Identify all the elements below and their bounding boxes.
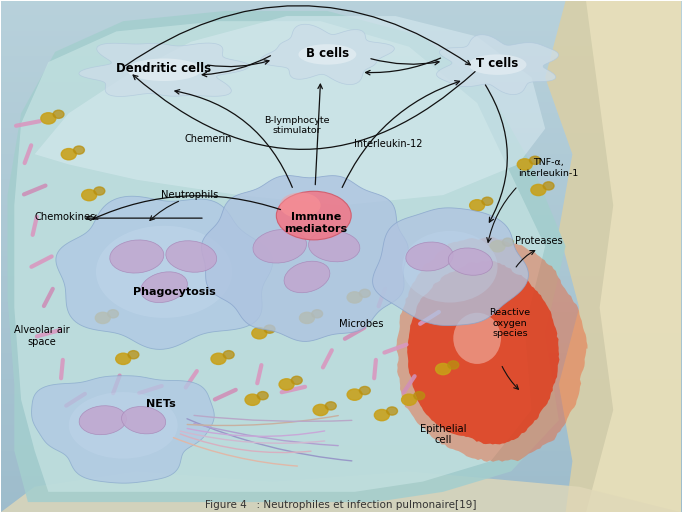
Ellipse shape — [448, 248, 492, 275]
Ellipse shape — [127, 58, 201, 81]
Polygon shape — [31, 376, 214, 483]
Text: Figure 4   : Neutrophiles et infection pulmonaire[19]: Figure 4 : Neutrophiles et infection pul… — [205, 501, 477, 510]
Circle shape — [211, 353, 226, 364]
Text: Interleukin-12: Interleukin-12 — [355, 139, 423, 149]
Text: Neutrophils: Neutrophils — [161, 190, 219, 200]
Text: Epithelial
cell: Epithelial cell — [420, 424, 466, 445]
Circle shape — [359, 386, 370, 394]
Circle shape — [387, 407, 398, 415]
Text: Alveolar air
space: Alveolar air space — [14, 325, 70, 347]
Circle shape — [116, 353, 131, 364]
Polygon shape — [8, 11, 565, 502]
Ellipse shape — [276, 191, 351, 240]
Text: Immune
mediators: Immune mediators — [284, 212, 347, 233]
Polygon shape — [1, 471, 681, 512]
Polygon shape — [79, 43, 249, 96]
Circle shape — [517, 159, 532, 170]
Circle shape — [531, 184, 546, 195]
Circle shape — [74, 146, 85, 154]
Circle shape — [264, 325, 275, 333]
Text: T cells: T cells — [477, 56, 519, 70]
Text: Dendritic cells: Dendritic cells — [117, 62, 211, 75]
Polygon shape — [396, 236, 587, 462]
Circle shape — [299, 312, 314, 324]
Text: Chemerin: Chemerin — [185, 134, 232, 144]
Text: Phagocytosis: Phagocytosis — [133, 287, 216, 298]
Circle shape — [402, 394, 417, 405]
Circle shape — [257, 391, 268, 400]
Circle shape — [374, 409, 389, 421]
Ellipse shape — [406, 242, 453, 271]
Circle shape — [61, 149, 76, 160]
Circle shape — [448, 361, 459, 369]
Circle shape — [252, 328, 267, 339]
Circle shape — [82, 189, 97, 201]
Polygon shape — [261, 24, 394, 85]
Ellipse shape — [166, 241, 217, 272]
Circle shape — [325, 402, 336, 410]
Circle shape — [347, 292, 362, 303]
Circle shape — [223, 351, 234, 359]
Polygon shape — [56, 196, 273, 349]
Text: NETs: NETs — [146, 399, 175, 409]
Circle shape — [41, 113, 56, 124]
Polygon shape — [407, 261, 559, 444]
Circle shape — [503, 238, 513, 246]
Ellipse shape — [280, 192, 321, 218]
Circle shape — [291, 376, 302, 384]
Ellipse shape — [402, 231, 498, 303]
Circle shape — [347, 389, 362, 400]
Circle shape — [482, 197, 493, 205]
Ellipse shape — [469, 54, 527, 75]
Text: B-lymphocyte
stimulator: B-lymphocyte stimulator — [264, 116, 329, 135]
Text: Microbes: Microbes — [339, 319, 384, 329]
Circle shape — [359, 289, 370, 298]
Ellipse shape — [299, 44, 356, 65]
Circle shape — [128, 351, 139, 359]
Circle shape — [94, 187, 105, 195]
Ellipse shape — [79, 406, 126, 435]
Circle shape — [279, 379, 294, 390]
Ellipse shape — [110, 240, 164, 273]
Polygon shape — [201, 175, 409, 342]
Ellipse shape — [96, 226, 232, 318]
Circle shape — [436, 363, 451, 374]
Circle shape — [95, 312, 110, 324]
Circle shape — [245, 394, 260, 405]
Circle shape — [414, 391, 425, 400]
Polygon shape — [35, 16, 545, 205]
Circle shape — [312, 310, 323, 318]
Circle shape — [53, 110, 64, 119]
Ellipse shape — [284, 261, 330, 293]
Polygon shape — [14, 21, 545, 492]
Circle shape — [108, 310, 119, 318]
Text: Proteases: Proteases — [514, 236, 562, 246]
Ellipse shape — [253, 229, 306, 263]
Polygon shape — [586, 1, 681, 512]
Ellipse shape — [121, 407, 166, 434]
Text: Chemokines: Chemokines — [35, 211, 96, 222]
Ellipse shape — [69, 392, 177, 459]
Circle shape — [313, 404, 328, 416]
Circle shape — [543, 182, 554, 190]
Ellipse shape — [140, 272, 188, 303]
Ellipse shape — [454, 313, 501, 364]
Text: B cells: B cells — [306, 47, 349, 60]
Text: Reactive
oxygen
species: Reactive oxygen species — [489, 308, 531, 338]
Ellipse shape — [308, 231, 360, 262]
Polygon shape — [436, 35, 559, 94]
Circle shape — [470, 200, 485, 211]
Polygon shape — [545, 1, 681, 512]
Circle shape — [490, 241, 505, 252]
Text: TNF-α,
interleukin-1: TNF-α, interleukin-1 — [518, 159, 579, 177]
Polygon shape — [372, 208, 529, 326]
Circle shape — [529, 156, 540, 164]
